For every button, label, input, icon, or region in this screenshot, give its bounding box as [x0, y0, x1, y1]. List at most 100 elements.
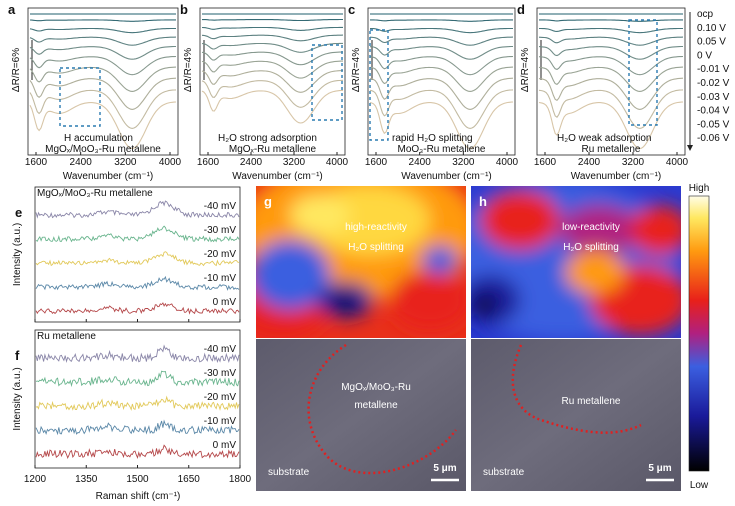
annotation: H₂O weak adsorption	[557, 133, 651, 144]
colorbar-low: Low	[690, 480, 709, 491]
x-tick-label: 1350	[75, 474, 98, 485]
potential-label: -0.05 V	[697, 119, 730, 130]
sample-label: metallene	[354, 400, 398, 411]
spectrum	[538, 55, 684, 76]
y-axis-label: Intensity (a.u.)	[12, 223, 23, 286]
panel-label: b	[180, 2, 188, 17]
heat-blob	[560, 205, 640, 255]
axis-frame	[367, 7, 516, 156]
annotation: H₂O strong adsorption	[218, 133, 317, 144]
potential-label: 0.10 V	[697, 23, 726, 34]
spectrum	[201, 51, 344, 66]
map-text: H₂O splitting	[348, 242, 404, 253]
panel-label: g	[264, 194, 272, 209]
x-axis-label: Wavenumber (cm⁻¹)	[401, 171, 491, 182]
scalebar-label: 5 μm	[433, 463, 456, 474]
map-text: H₂O splitting	[563, 242, 619, 253]
caption: MoO₃-Ru metallene	[398, 144, 486, 155]
spectrum	[369, 55, 514, 76]
panel-label: a	[8, 2, 16, 17]
x-tick-label: 4000	[496, 157, 519, 168]
raman-spectrum	[35, 225, 240, 243]
raman-spectrum	[35, 344, 240, 364]
spectrum	[201, 60, 343, 79]
caption: MgOₓ-Ru metallene	[229, 144, 317, 155]
substrate-label: substrate	[483, 467, 525, 478]
x-tick-label: 3200	[114, 157, 137, 168]
spectrum	[29, 45, 176, 60]
colorbar	[688, 195, 710, 472]
highlight-box	[59, 67, 101, 127]
spectrum	[201, 89, 344, 124]
x-tick-label: 2400	[70, 157, 93, 168]
x-tick-label: 1600	[534, 157, 557, 168]
x-tick-label: 1650	[178, 474, 201, 485]
x-axis-label: Raman shift (cm⁻¹)	[96, 491, 181, 502]
y-axis-label: Intensity (a.u.)	[12, 367, 23, 430]
spectrum	[538, 89, 684, 129]
potential-label: -0.01 V	[697, 64, 730, 75]
spectrum	[369, 101, 514, 150]
panel-label: h	[479, 194, 487, 209]
heat-blob	[422, 246, 458, 274]
arrow-head	[687, 145, 693, 151]
raman-spectrum	[35, 275, 240, 291]
x-tick-label: 1800	[229, 474, 252, 485]
x-axis-label: Wavenumber (cm⁻¹)	[232, 171, 322, 182]
potential-label: -0.02 V	[697, 78, 730, 89]
x-tick-label: 3200	[452, 157, 475, 168]
x-tick-label: 3200	[283, 157, 306, 168]
heatmap	[256, 186, 466, 338]
substrate-label: substrate	[268, 467, 310, 478]
level-label: -10 mV	[204, 416, 237, 427]
caption: MgOₓ/MoO₃-Ru metallene	[45, 144, 161, 155]
x-tick-label: 4000	[326, 157, 349, 168]
x-tick-label: 4000	[159, 157, 182, 168]
potential-label: -0.04 V	[697, 106, 730, 117]
x-axis-label: Wavenumber (cm⁻¹)	[571, 171, 661, 182]
spectrum	[202, 18, 343, 22]
sample-label: Ru metallene	[562, 396, 621, 407]
spectrum	[538, 101, 684, 150]
spectrum	[369, 27, 513, 34]
scale-label: ΔR/R=4%	[520, 48, 531, 92]
map-text: low-reactivity	[562, 222, 620, 233]
level-label: -40 mV	[204, 344, 237, 355]
heat-blob	[480, 190, 560, 250]
axis-frame	[199, 7, 346, 156]
panel-label: d	[517, 2, 525, 17]
spectrum	[201, 79, 344, 108]
x-axis-label: Wavenumber (cm⁻¹)	[63, 171, 153, 182]
potential-label: 0 V	[697, 50, 712, 61]
x-tick-label: 2400	[240, 157, 263, 168]
raman-spectrum	[35, 200, 240, 219]
heat-blob	[630, 205, 681, 255]
boundary	[511, 344, 642, 434]
scale-label: ΔR/R=4%	[351, 48, 362, 92]
spectrum	[370, 19, 513, 22]
axis-frame	[536, 7, 686, 156]
x-tick-label: 1500	[126, 474, 149, 485]
level-label: -10 mV	[204, 273, 237, 284]
spectrum	[369, 66, 514, 92]
heat-blob	[290, 195, 350, 235]
spectrum	[29, 36, 177, 46]
raman-spectrum	[35, 302, 240, 315]
highlight-box	[369, 29, 389, 141]
spectrum	[201, 26, 343, 31]
heatmap-blobs	[471, 186, 681, 338]
heat-blob	[390, 270, 466, 330]
heatmap	[471, 186, 681, 338]
x-tick-label: 2400	[578, 157, 601, 168]
sample-label: MgOₓ/MoO₃-Ru	[341, 382, 411, 393]
spectrum	[539, 19, 683, 22]
map-text: high-reactivity	[345, 222, 407, 233]
spectrum	[29, 89, 177, 129]
raman-spectrum	[35, 251, 240, 267]
spectrum	[29, 27, 176, 34]
scale-label: ΔR/R=6%	[11, 48, 22, 92]
potential-label: -0.06 V	[697, 133, 730, 144]
spectrum	[201, 69, 344, 93]
boundary	[307, 343, 457, 475]
